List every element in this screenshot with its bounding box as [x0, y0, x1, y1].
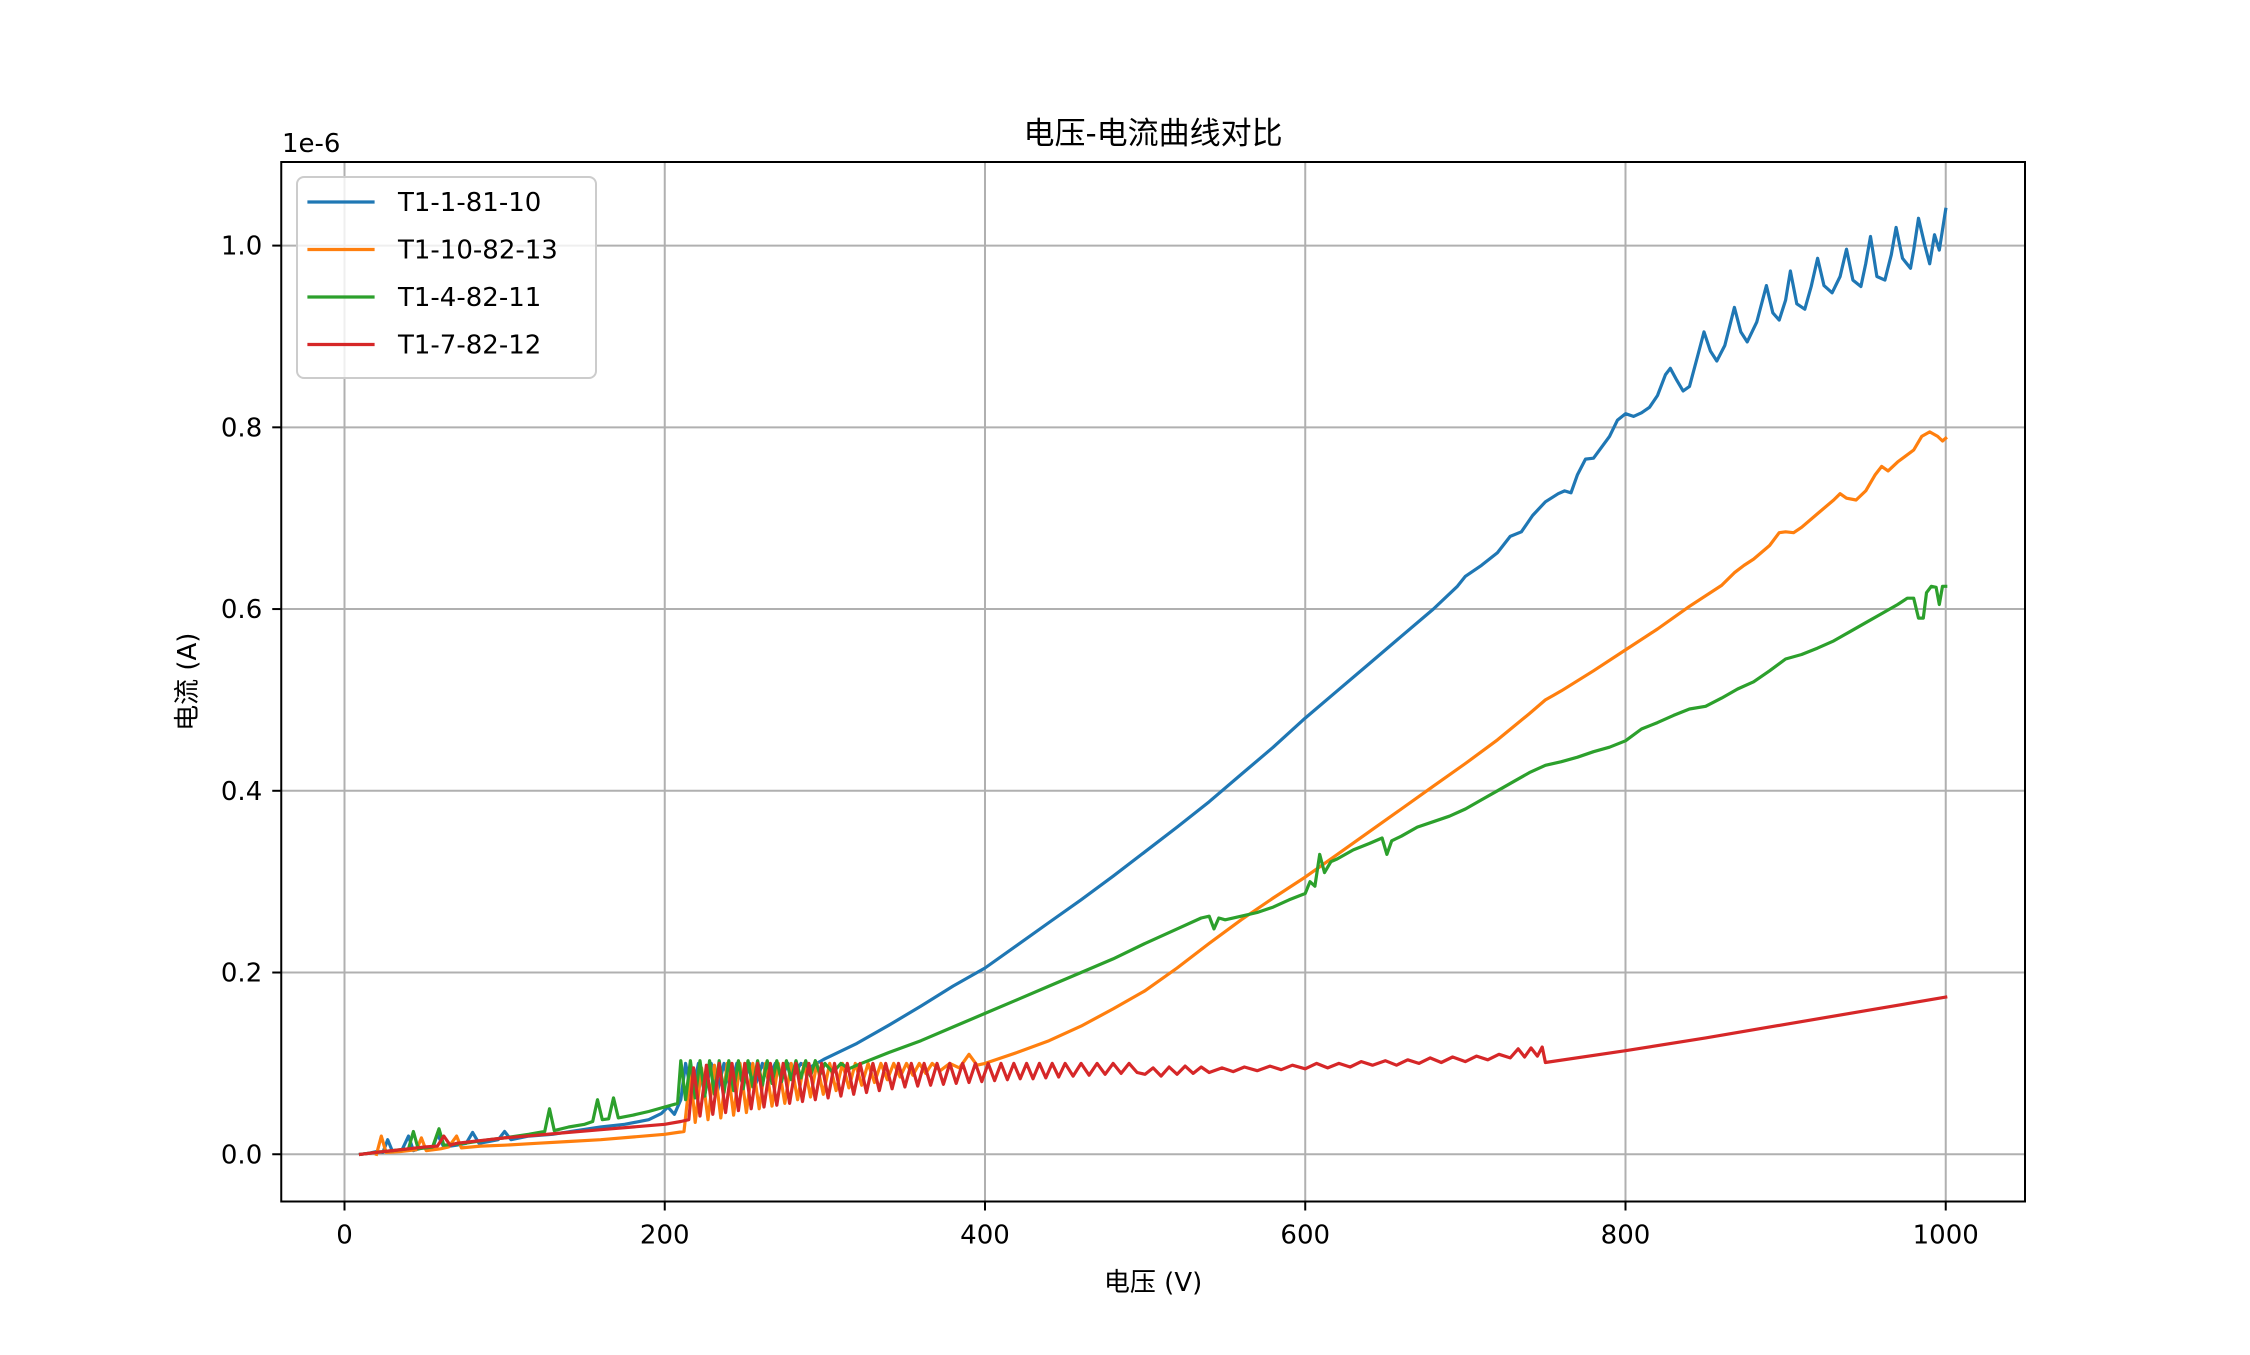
axes-frame — [280, 161, 2026, 1203]
y-tick-label-1: 0.2 — [221, 959, 262, 989]
x-tick-label-1: 200 — [640, 1221, 690, 1251]
legend-label-1: T1-10-82-13 — [397, 236, 558, 266]
x-tick-label-3: 600 — [1280, 1221, 1330, 1251]
grid-lines — [281, 162, 2025, 1202]
x-tick-label-4: 800 — [1601, 1221, 1651, 1251]
y-tick-label-2: 0.4 — [221, 777, 262, 807]
legend-box — [296, 176, 597, 379]
y-tick-label-0: 0.0 — [221, 1140, 262, 1170]
legend-label-2: T1-4-82-11 — [397, 283, 541, 313]
y-axis-label: 电流 (A) — [173, 633, 203, 731]
series-line-t1-7-82-12 — [358, 995, 1948, 1157]
series-lines — [358, 207, 1948, 1157]
y-tick-label-3: 0.6 — [221, 595, 262, 625]
legend: T1-1-81-10 T1-10-82-13 T1-4-82-11 T1-7-82-1… — [296, 176, 597, 379]
axis-ticks: 0 200 400 600 800 1000 0.0 0.2 0.4 0.6 0.8 1.0 — [221, 232, 1979, 1251]
x-tick-label-2: 400 — [960, 1221, 1010, 1251]
chart-title: 电压-电流曲线对比 — [1024, 116, 1283, 152]
series-line-t1-4-82-11 — [358, 584, 1948, 1157]
y-tick-label-4: 0.8 — [221, 413, 262, 443]
x-tick-label-0: 0 — [336, 1221, 353, 1251]
legend-label-3: T1-7-82-12 — [397, 331, 541, 361]
y-offset-text: 1e-6 — [282, 129, 340, 159]
x-tick-label-5: 1000 — [1913, 1221, 1979, 1251]
y-tick-label-5: 1.0 — [221, 232, 262, 262]
x-axis-label: 电压 (V) — [1104, 1268, 1202, 1298]
legend-label-0: T1-1-81-10 — [397, 188, 541, 218]
